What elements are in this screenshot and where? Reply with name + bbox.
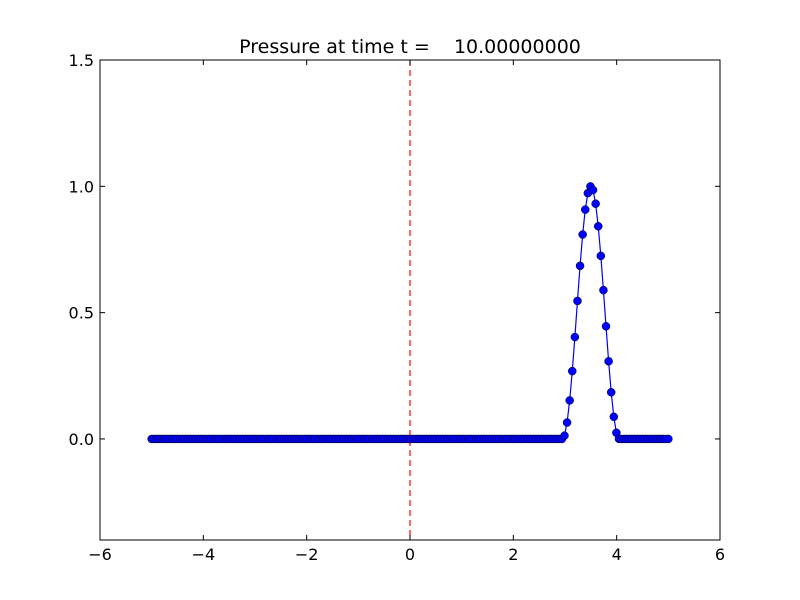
chart-title: Pressure at time t = 10.00000000 (239, 36, 581, 58)
y-tick-label: 1.0 (69, 177, 94, 196)
x-tick-label: −4 (192, 545, 216, 564)
data-point (573, 296, 582, 306)
data-point (593, 222, 603, 231)
data-point (565, 396, 574, 405)
x-tick-label: 0 (405, 545, 415, 564)
data-point (575, 261, 585, 271)
y-tick-label: 0.0 (69, 430, 94, 449)
plot-area (147, 60, 673, 540)
x-tick-label: −2 (295, 545, 319, 564)
data-point (568, 366, 577, 376)
x-tick-label: 2 (508, 545, 518, 564)
data-point (570, 332, 580, 342)
x-tick-label: 6 (715, 545, 725, 564)
data-point (581, 205, 590, 214)
data-point (601, 322, 611, 331)
data-point (664, 434, 673, 444)
data-point (562, 418, 572, 427)
axis-tick-labels: −6 −4 −2 0 2 4 6 0.0 0.5 1.0 1.5 (69, 51, 726, 564)
plot-frame (99, 59, 721, 541)
x-tick-label: 4 (612, 545, 622, 564)
x-tick-label: −6 (88, 545, 112, 564)
data-point (596, 251, 606, 261)
data-point (588, 185, 598, 195)
y-tick-label: 1.5 (69, 51, 94, 70)
data-point (599, 285, 608, 295)
y-tick-label: 0.5 (69, 304, 94, 323)
data-point (591, 199, 600, 208)
data-point (606, 388, 616, 397)
data-point (604, 357, 613, 366)
data-point (578, 230, 587, 239)
data-point (560, 431, 569, 440)
data-point (609, 412, 619, 422)
